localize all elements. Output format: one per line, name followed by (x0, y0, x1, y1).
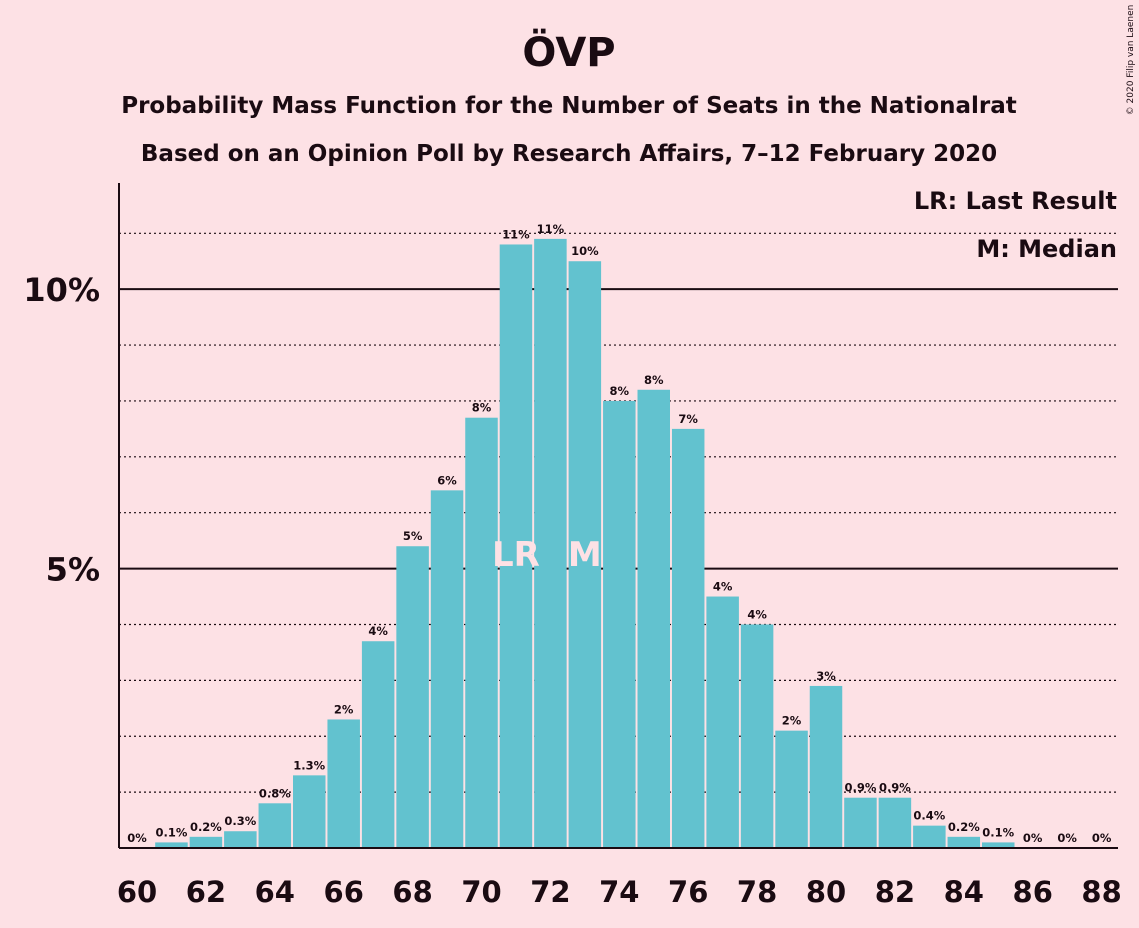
data-label-seat-87: 0% (1057, 831, 1077, 845)
data-label-seat-68: 5% (403, 529, 423, 543)
x-tick-label: 82 (875, 875, 915, 909)
data-label-seat-69: 6% (437, 473, 457, 487)
marker-m: M (568, 535, 602, 575)
bar-seat-68 (396, 546, 429, 848)
chart-subtitle-line1: Probability Mass Function for the Number… (121, 93, 1017, 119)
data-label-seat-66: 2% (334, 702, 354, 716)
x-tick-label: 64 (255, 875, 295, 909)
x-tick-label: 62 (186, 875, 226, 909)
legend-median: M: Median (976, 235, 1117, 263)
bar-seat-77 (706, 596, 739, 848)
data-label-seat-74: 8% (610, 384, 630, 398)
data-label-seat-78: 4% (747, 607, 767, 621)
bar-seat-70 (465, 417, 498, 848)
legend-last-result: LR: Last Result (914, 187, 1117, 215)
x-tick-label: 66 (324, 875, 364, 909)
marker-lr: LR (492, 535, 540, 575)
bar-seat-62 (189, 836, 223, 848)
bar-seat-82 (878, 797, 912, 848)
data-label-seat-85: 0.1% (982, 825, 1014, 839)
bar-seat-84 (947, 836, 981, 848)
y-tick-label: 10% (23, 271, 100, 309)
data-label-seat-73: 10% (571, 244, 599, 258)
data-label-seat-75: 8% (644, 373, 664, 387)
data-label-seat-82: 0.9% (879, 781, 911, 795)
chart-title: ÖVP (522, 28, 615, 76)
bar-seat-64 (258, 803, 292, 848)
bar-seat-61 (155, 842, 188, 848)
data-label-seat-62: 0.2% (190, 820, 222, 834)
x-tick-label: 76 (668, 875, 708, 909)
bar-seat-67 (361, 641, 395, 848)
data-label-seat-71: 11% (502, 227, 530, 241)
x-tick-label: 84 (944, 875, 984, 909)
bar-seat-83 (913, 825, 946, 848)
data-label-seat-64: 0.8% (259, 786, 291, 800)
bar-seat-80 (809, 685, 843, 848)
bar-seat-75 (637, 389, 670, 848)
x-tick-label: 86 (1013, 875, 1053, 909)
x-tick-label: 80 (806, 875, 846, 909)
bar-seat-78 (740, 624, 774, 848)
grid-layer (119, 232, 1118, 793)
x-tick-label: 74 (599, 875, 639, 909)
data-labels-layer: 0% 0.1% 0.2% 0.3%0.8%1.3%2%4%5%6%8%11% 11%10… (127, 222, 1112, 845)
bars-layer (155, 238, 1015, 849)
x-tick-label: 68 (392, 875, 432, 909)
bar-seat-73 (568, 261, 602, 848)
y-tick-label: 5% (46, 551, 100, 589)
data-label-seat-84: 0.2% (948, 820, 980, 834)
data-label-seat-77: 4% (713, 580, 733, 594)
data-label-seat-60: 0% (127, 831, 147, 845)
data-label-seat-79: 2% (782, 714, 802, 728)
bar-seat-72 (534, 238, 567, 849)
axes-layer: 5% 10% 60 62 64 66 68 70 72 74 76 78 80 82 84 86 88 (23, 183, 1122, 909)
chart-subtitle-line2: Based on an Opinion Poll by Research Aff… (141, 141, 997, 167)
bar-seat-79 (775, 730, 808, 848)
x-tick-label: 70 (461, 875, 501, 909)
data-label-seat-86: 0% (1023, 831, 1043, 845)
x-tick-label: 88 (1081, 875, 1121, 909)
data-label-seat-61: 0.1% (155, 825, 187, 839)
copyright-notice: © 2020 Filip van Laenen (1126, 5, 1136, 116)
bar-seat-66 (327, 719, 360, 848)
data-label-seat-72: 11% (537, 222, 565, 236)
data-label-seat-88: 0% (1092, 831, 1112, 845)
x-tick-label: 60 (117, 875, 157, 909)
data-label-seat-76: 7% (678, 412, 698, 426)
data-label-seat-83: 0.4% (913, 809, 945, 823)
bar-seat-69 (430, 490, 464, 848)
data-label-seat-63: 0.3% (224, 814, 256, 828)
bar-seat-81 (844, 797, 877, 848)
x-tick-label: 78 (737, 875, 777, 909)
markers-layer: LR M (492, 535, 602, 575)
x-tick-label: 72 (530, 875, 570, 909)
bar-seat-65 (293, 775, 326, 848)
data-label-seat-65: 1.3% (293, 758, 325, 772)
data-label-seat-80: 3% (816, 669, 836, 683)
data-label-seat-67: 4% (368, 624, 388, 638)
data-label-seat-70: 8% (472, 401, 492, 415)
bar-seat-71 (499, 244, 533, 848)
data-label-seat-81: 0.9% (844, 781, 876, 795)
bar-seat-85 (982, 842, 1015, 848)
bar-seat-63 (224, 831, 257, 848)
bar-seat-76 (671, 428, 705, 848)
bar-seat-74 (603, 400, 636, 848)
